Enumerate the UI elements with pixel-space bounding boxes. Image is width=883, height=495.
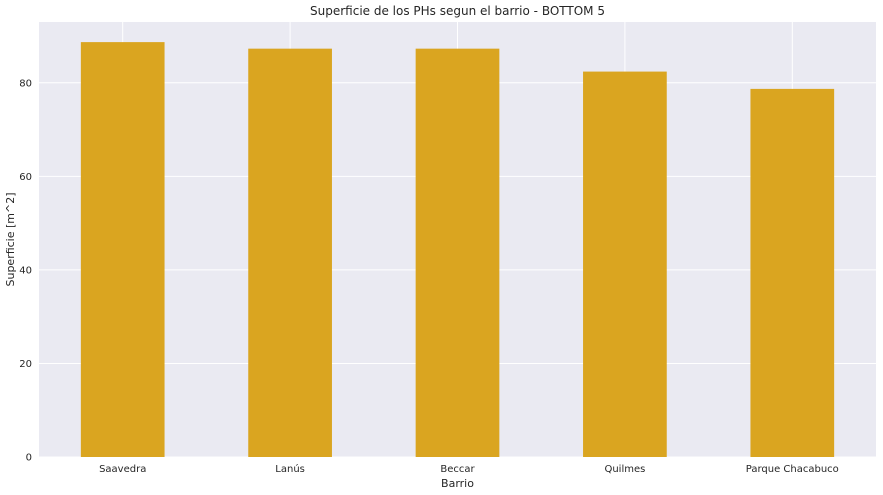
y-tick-label: 20 xyxy=(19,359,32,370)
x-tick-label: Saavedra xyxy=(99,464,146,475)
x-tick-label: Beccar xyxy=(440,464,475,475)
x-axis-label: Barrio xyxy=(441,477,474,490)
y-axis-label: Superficie [m^2] xyxy=(4,192,17,286)
y-tick-label: 60 xyxy=(19,172,32,183)
bar xyxy=(583,71,667,458)
bar xyxy=(80,42,165,457)
bar xyxy=(248,48,332,458)
x-tick-label: Quilmes xyxy=(604,464,645,475)
x-tick-labels: Saavedra Lanús Beccar Quilmes Parque Chacabu… xyxy=(99,463,839,475)
bar xyxy=(750,88,835,458)
y-tick-labels: 0 20 40 60 80 xyxy=(19,78,32,463)
y-tick-label: 0 xyxy=(26,453,32,464)
bars xyxy=(80,42,835,458)
bar xyxy=(415,48,500,458)
y-tick-label: 80 xyxy=(19,78,32,89)
y-tick-label: 40 xyxy=(19,265,32,276)
chart-title: Superficie de los PHs segun el barrio - … xyxy=(310,4,605,18)
x-tick-label: Lanús xyxy=(275,463,305,475)
x-tick-label: Parque Chacabuco xyxy=(746,464,839,475)
